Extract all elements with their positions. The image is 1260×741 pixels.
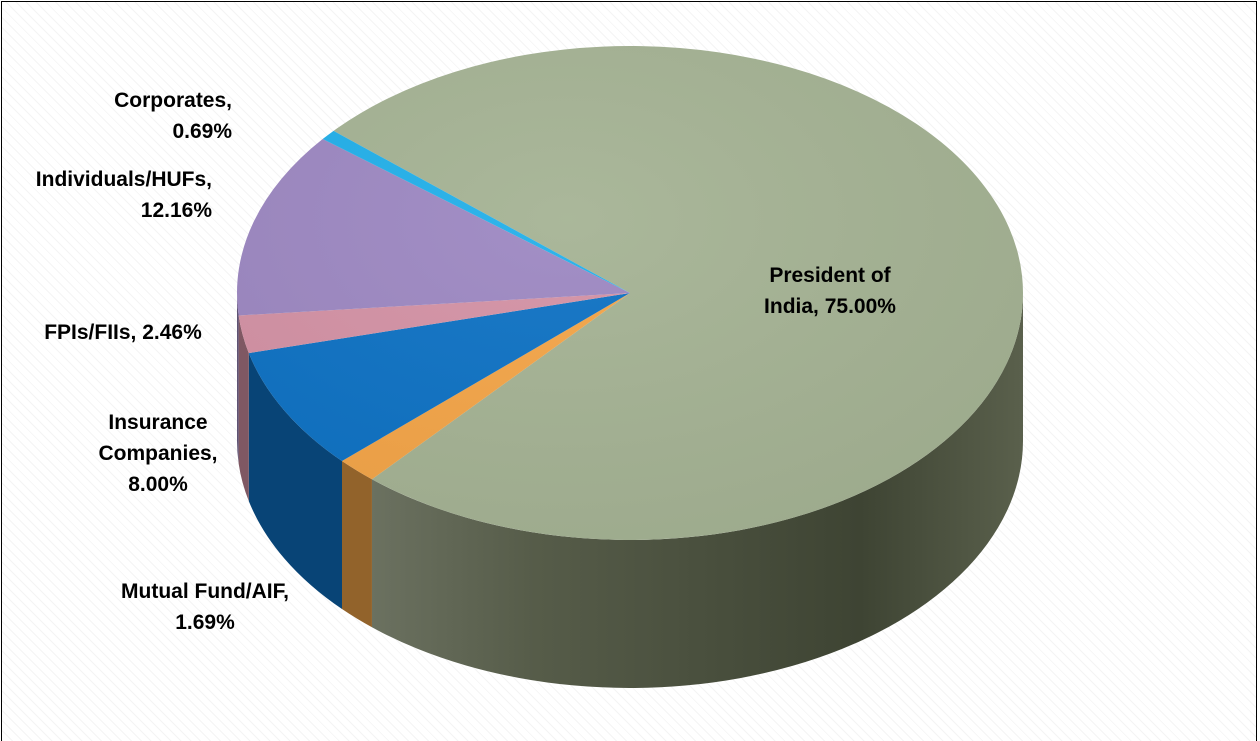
pie-side-president-of-india [371,293,1023,689]
pie-top-sheen [237,46,1023,540]
pie-labels-group: President of India, 75.00% Mutual Fund/AIF… [36,89,896,634]
data-label-corporates: Corporates, 0.69% [114,89,232,143]
pie-side-mutual-fund-aif [341,461,372,628]
pie-side-fpis-fiis [238,315,249,502]
data-label-president-of-india: President of India, 75.00% [764,264,896,318]
data-label-mutual-fund-aif: Mutual Fund/AIF, 1.69% [121,580,289,634]
pie-side-insurance-companies [248,353,342,610]
pie-side-group [237,293,1023,689]
data-label-insurance-companies: Insurance Companies, 8.00% [98,411,217,496]
pie-top-group [236,45,1023,540]
data-label-individuals-hufs: Individuals/HUFs, 12.16% [36,168,213,222]
pie-side-individuals-hufs [237,293,239,464]
data-label-fpis-fiis: FPIs/FIIs, 2.46% [44,321,202,344]
